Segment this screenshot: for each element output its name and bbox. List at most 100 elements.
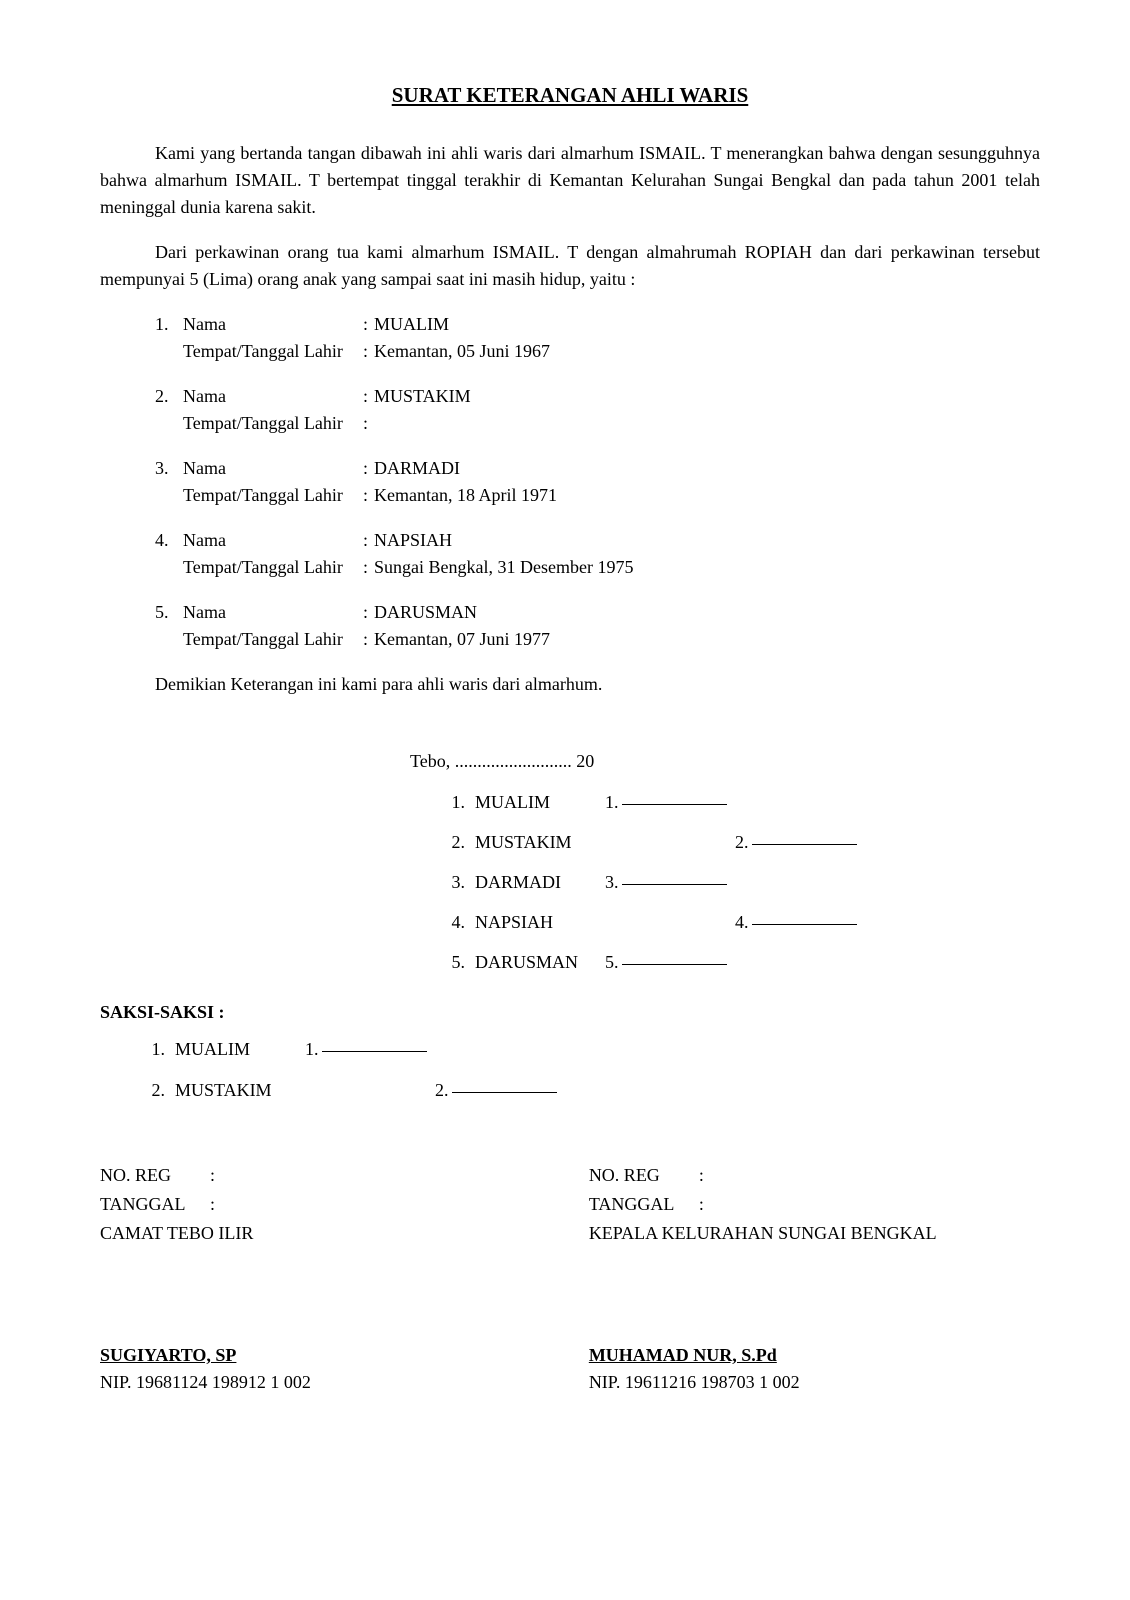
- label-noreg: NO. REG: [100, 1162, 210, 1189]
- label-nama: Nama: [183, 383, 363, 410]
- sig-slot: 1.: [605, 785, 727, 819]
- sep: :: [363, 383, 374, 410]
- heir-item: 4.Nama:NAPSIAH Tempat/Tanggal Lahir:Sunga…: [155, 527, 1040, 581]
- heir-item: 2.Nama:MUSTAKIM Tempat/Tanggal Lahir:: [155, 383, 1040, 437]
- heir-number: 4.: [155, 527, 183, 581]
- sig-number: 3.: [445, 865, 475, 899]
- sig-slot: 4.: [735, 905, 857, 939]
- sig-line: [752, 924, 857, 925]
- label-nama: Nama: [183, 527, 363, 554]
- heir-name: DARUSMAN: [374, 599, 477, 626]
- signature-row: 1.MUALIM1.: [445, 785, 1040, 819]
- witness-row: 2.MUSTAKIM2.: [145, 1073, 1040, 1107]
- witness-name: MUSTAKIM: [175, 1073, 305, 1107]
- label-tanggal: TANGGAL: [589, 1191, 699, 1218]
- sig-line: [622, 964, 727, 965]
- heir-signatures: 1.MUALIM1.2.MUSTAKIM2.3.DARMADI3.4.NAPSI…: [445, 785, 1040, 980]
- witness-name: MUALIM: [175, 1032, 305, 1066]
- heir-item: 3.Nama:DARMADITempat/Tanggal Lahir:Keman…: [155, 455, 1040, 509]
- official-title-right: KEPALA KELURAHAN SUNGAI BENGKAL: [589, 1220, 1040, 1247]
- sep: :: [363, 311, 374, 338]
- document-title: SURAT KETERANGAN AHLI WARIS: [100, 80, 1040, 112]
- sig-slot-number: 1.: [605, 785, 619, 819]
- heir-number: 3.: [155, 455, 183, 509]
- sig-name: MUALIM: [475, 785, 605, 819]
- sig-line: [622, 804, 727, 805]
- label-tanggal: TANGGAL: [100, 1191, 210, 1218]
- officials-block: NO. REG: TANGGAL: CAMAT TEBO ILIR SUGIYA…: [100, 1162, 1040, 1396]
- heir-item: 5.Nama:DARUSMANTempat/Tanggal Lahir:Kema…: [155, 599, 1040, 653]
- signature-row: 2.MUSTAKIM2.: [445, 825, 1040, 859]
- heirs-list: 1.Nama:MUALIMTempat/Tanggal Lahir:Kemant…: [155, 311, 1040, 653]
- sig-line: [322, 1051, 427, 1052]
- heir-item: 1.Nama:MUALIM Tempat/Tanggal Lahir:Kemant…: [155, 311, 1040, 365]
- sep: :: [699, 1191, 704, 1218]
- signature-row: 3.DARMADI3.: [445, 865, 1040, 899]
- heir-number: 5.: [155, 599, 183, 653]
- label-ttl: Tempat/Tanggal Lahir: [183, 338, 363, 365]
- label-nama: Nama: [183, 599, 363, 626]
- sep: :: [210, 1162, 215, 1189]
- sep: :: [363, 554, 374, 581]
- sig-slot-number: 4.: [735, 905, 749, 939]
- label-ttl: Tempat/Tanggal Lahir: [183, 482, 363, 509]
- witness-slot: 1.: [305, 1032, 427, 1066]
- official-name-left: SUGIYARTO, SP: [100, 1342, 551, 1369]
- witness-list: 1.MUALIM1.2.MUSTAKIM2.: [145, 1032, 1040, 1106]
- closing-paragraph: Demikian Keterangan ini kami para ahli w…: [155, 671, 1040, 698]
- sig-line: [622, 884, 727, 885]
- heir-number: 1.: [155, 311, 183, 365]
- paragraph-1: Kami yang bertanda tangan dibawah ini ah…: [100, 140, 1040, 221]
- heir-number: 2.: [155, 383, 183, 437]
- heir-name: MUSTAKIM: [374, 383, 471, 410]
- sig-slot: 3.: [605, 865, 727, 899]
- sig-name: DARUSMAN: [475, 945, 605, 979]
- heir-name: DARMADI: [374, 455, 460, 482]
- heir-name: MUALIM: [374, 311, 449, 338]
- label-noreg: NO. REG: [589, 1162, 699, 1189]
- witness-row: 1.MUALIM1.: [145, 1032, 1040, 1066]
- label-ttl: Tempat/Tanggal Lahir: [183, 554, 363, 581]
- date-line: Tebo, .......................... 20: [410, 748, 1040, 775]
- official-left: NO. REG: TANGGAL: CAMAT TEBO ILIR SUGIYA…: [100, 1162, 551, 1396]
- sep: :: [363, 482, 374, 509]
- signature-row: 4.NAPSIAH4.: [445, 905, 1040, 939]
- label-ttl: Tempat/Tanggal Lahir: [183, 626, 363, 653]
- official-name-right: MUHAMAD NUR, S.Pd: [589, 1342, 1040, 1369]
- sig-slot-number: 2.: [735, 825, 749, 859]
- sig-slot-number: 3.: [605, 865, 619, 899]
- official-right: NO. REG: TANGGAL: KEPALA KELURAHAN SUNGA…: [589, 1162, 1040, 1396]
- sig-line: [752, 844, 857, 845]
- official-nip-right: NIP. 19611216 198703 1 002: [589, 1369, 1040, 1396]
- heir-ttl: Sungai Bengkal, 31 Desember 1975: [374, 554, 633, 581]
- heir-name: NAPSIAH: [374, 527, 452, 554]
- heir-ttl: Kemantan, 07 Juni 1977: [374, 626, 550, 653]
- heir-ttl: Kemantan, 05 Juni 1967: [374, 338, 550, 365]
- witness-number: 2.: [145, 1073, 175, 1107]
- witness-slot-number: 2.: [435, 1073, 449, 1107]
- sig-slot: 5.: [605, 945, 727, 979]
- sep: :: [363, 527, 374, 554]
- sep: :: [363, 410, 374, 437]
- sep: :: [363, 599, 374, 626]
- official-title-left: CAMAT TEBO ILIR: [100, 1220, 551, 1247]
- sep: :: [699, 1162, 704, 1189]
- official-nip-left: NIP. 19681124 198912 1 002: [100, 1369, 551, 1396]
- sig-slot: 2.: [735, 825, 857, 859]
- paragraph-2: Dari perkawinan orang tua kami almarhum …: [100, 239, 1040, 293]
- sep: :: [363, 338, 374, 365]
- witnesses-heading: SAKSI-SAKSI :: [100, 999, 1040, 1026]
- sig-slot-number: 5.: [605, 945, 619, 979]
- sig-name: MUSTAKIM: [475, 825, 605, 859]
- sig-number: 2.: [445, 825, 475, 859]
- sep: :: [210, 1191, 215, 1218]
- witness-number: 1.: [145, 1032, 175, 1066]
- label-nama: Nama: [183, 311, 363, 338]
- sig-name: DARMADI: [475, 865, 605, 899]
- sig-name: NAPSIAH: [475, 905, 605, 939]
- sig-number: 4.: [445, 905, 475, 939]
- signature-row: 5.DARUSMAN5.: [445, 945, 1040, 979]
- witness-slot-number: 1.: [305, 1032, 319, 1066]
- sig-line: [452, 1092, 557, 1093]
- label-ttl: Tempat/Tanggal Lahir: [183, 410, 363, 437]
